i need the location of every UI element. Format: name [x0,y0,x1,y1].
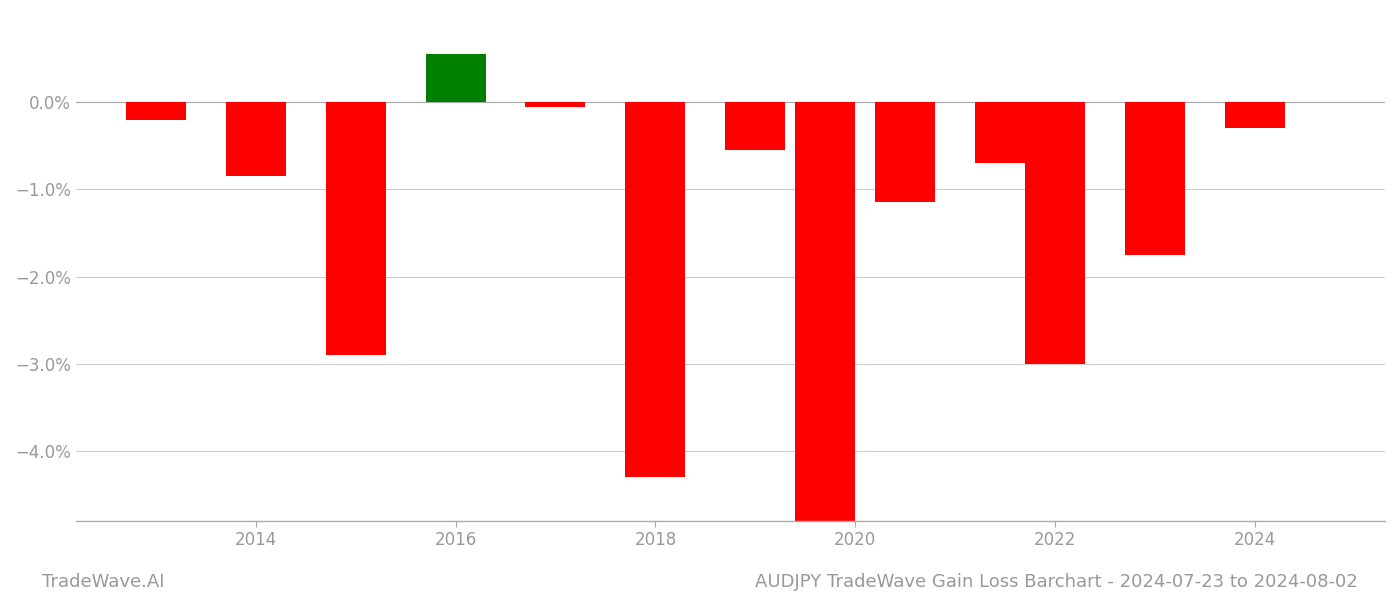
Bar [126,102,186,119]
Bar [225,102,286,176]
Bar [626,102,686,477]
Bar [976,102,1035,163]
Bar [795,102,855,600]
Bar [1025,102,1085,364]
Bar [875,102,935,202]
Bar [1225,102,1285,128]
Text: TradeWave.AI: TradeWave.AI [42,573,165,591]
Bar [1126,102,1186,255]
Bar [426,54,486,102]
Bar [525,102,585,107]
Text: AUDJPY TradeWave Gain Loss Barchart - 2024-07-23 to 2024-08-02: AUDJPY TradeWave Gain Loss Barchart - 20… [755,573,1358,591]
Bar [725,102,785,150]
Bar [326,102,385,355]
